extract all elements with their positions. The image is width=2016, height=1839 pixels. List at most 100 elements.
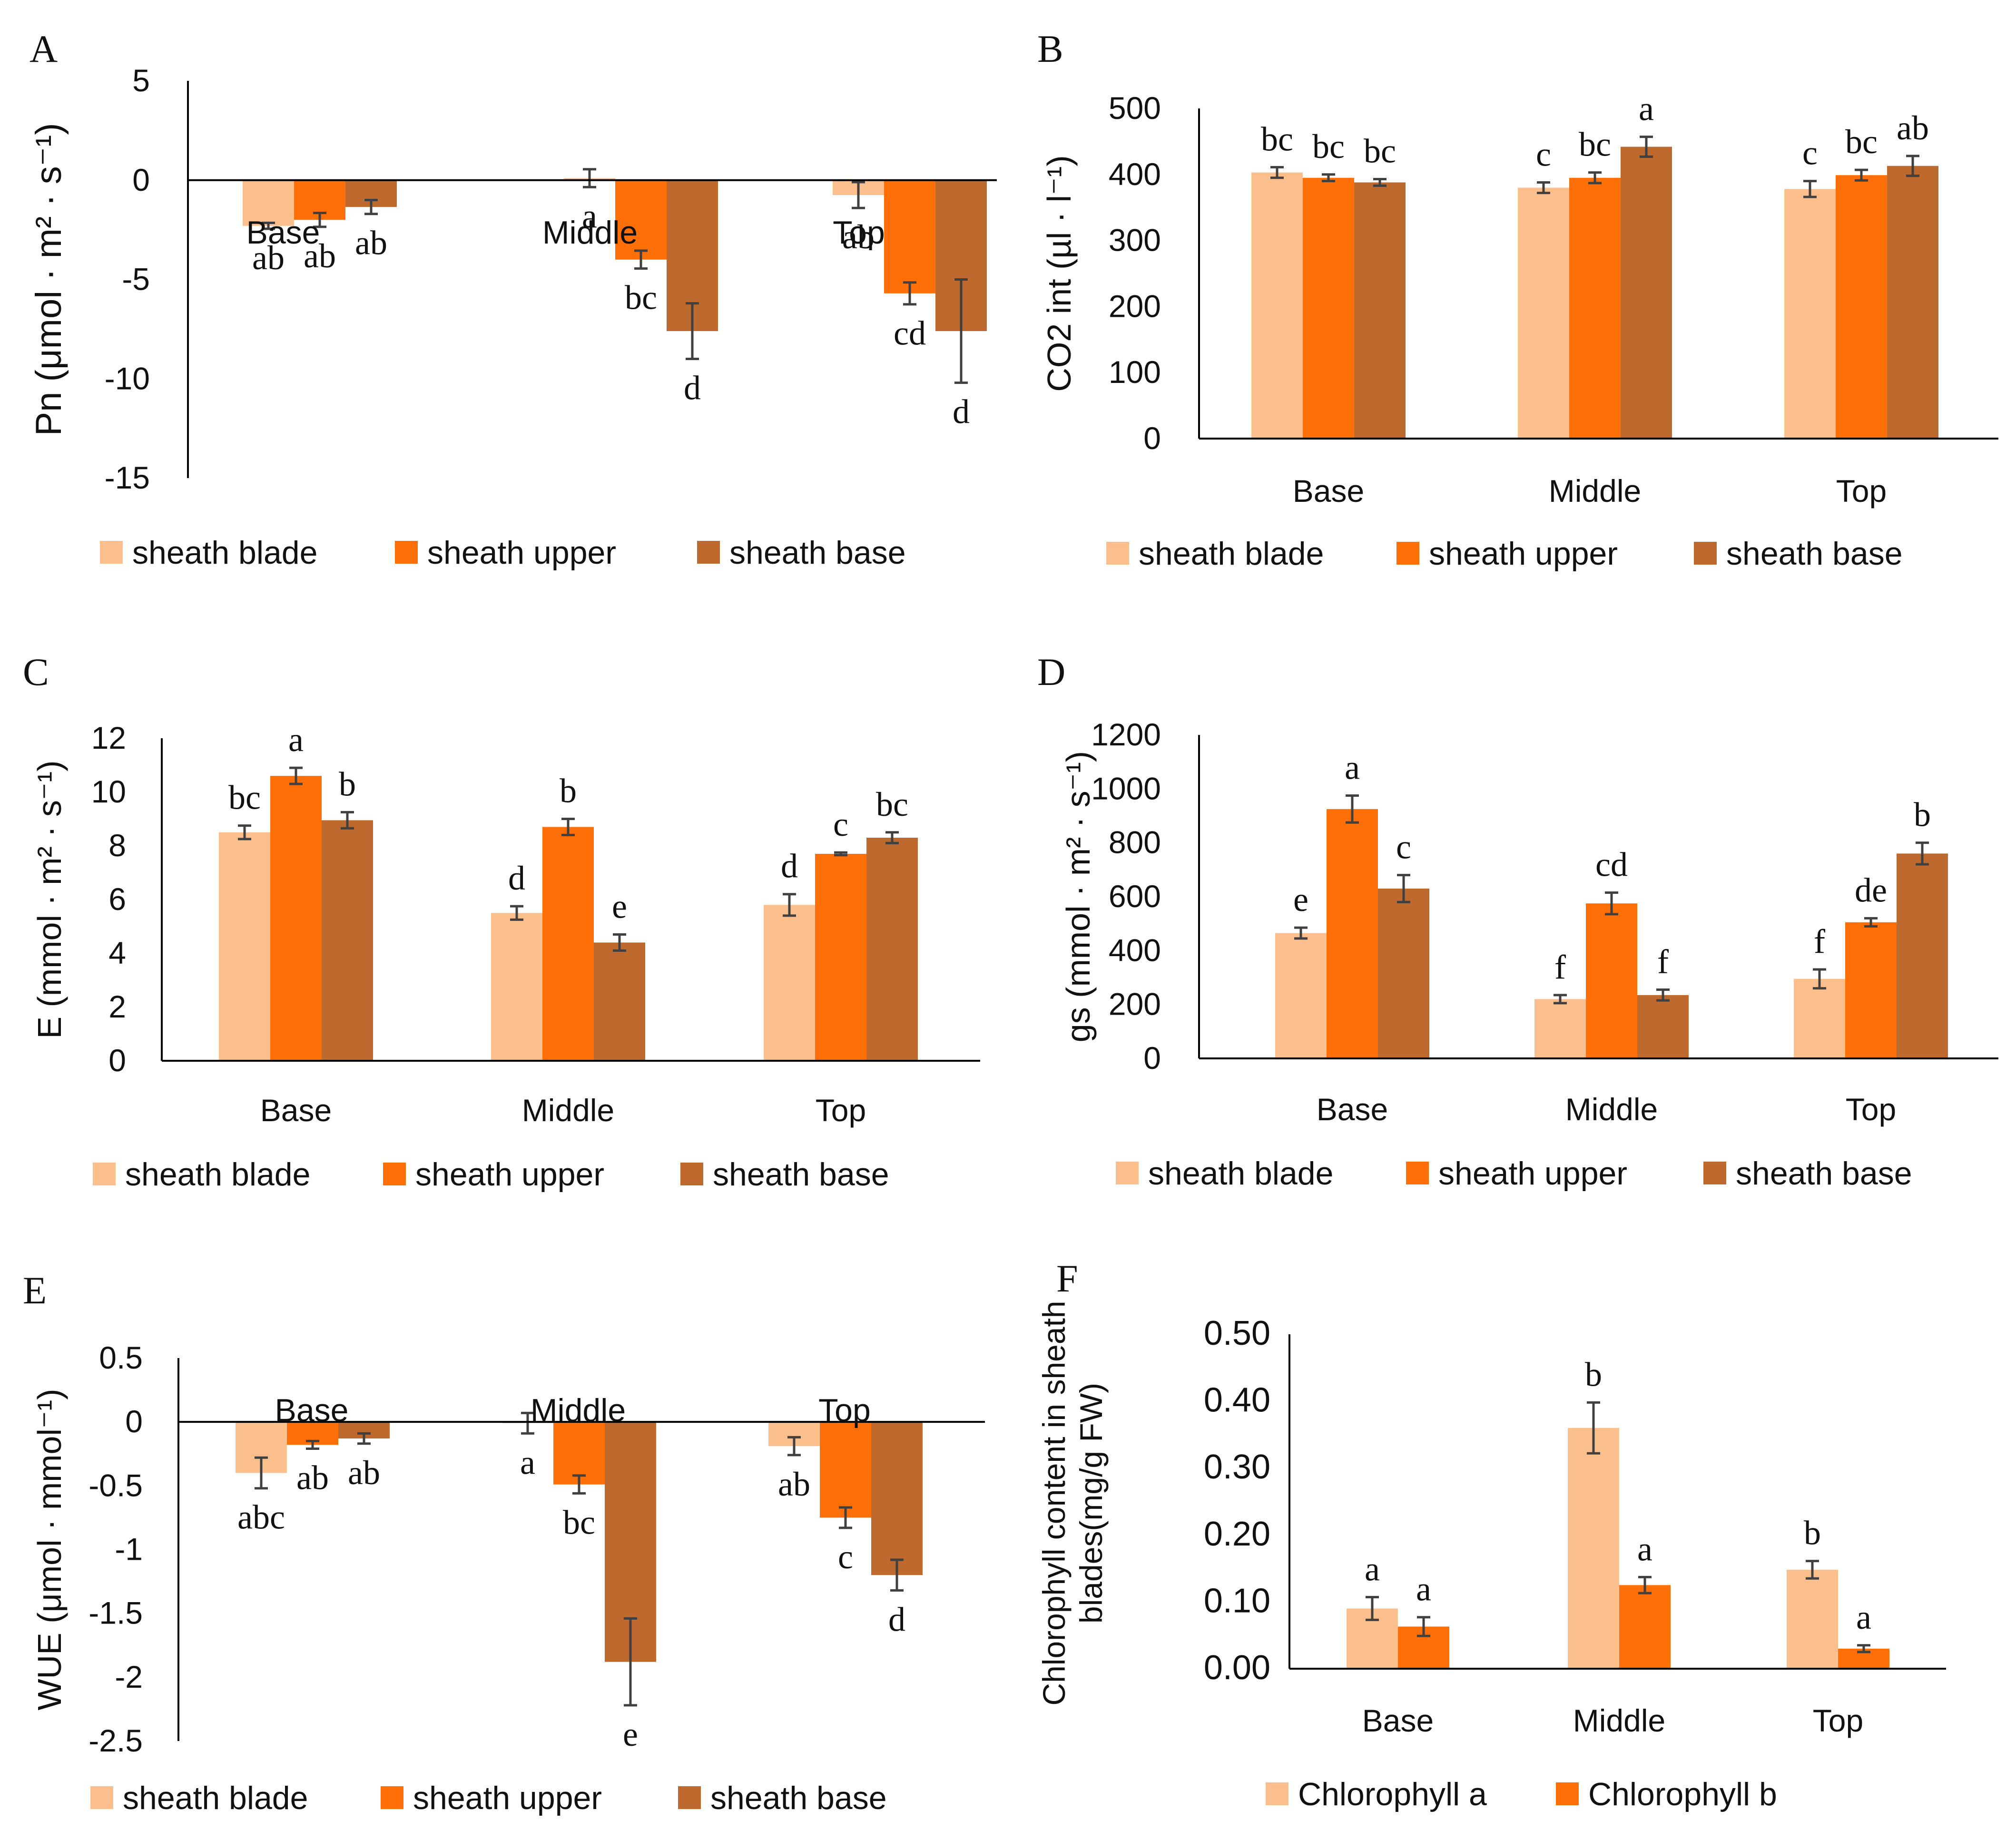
legend-swatch bbox=[680, 1163, 703, 1185]
bar bbox=[1378, 889, 1429, 1058]
legend-swatch bbox=[383, 1163, 406, 1185]
y-axis-label: gs (mmol · m² · s⁻¹) bbox=[1060, 751, 1097, 1042]
significance-letter: bc bbox=[1845, 123, 1878, 161]
significance-letter: a bbox=[1345, 749, 1360, 787]
y-tick-label: -15 bbox=[105, 460, 150, 495]
significance-letter: d bbox=[684, 369, 701, 407]
significance-letter: f bbox=[1657, 943, 1669, 981]
significance-letter: d bbox=[953, 393, 970, 431]
bar bbox=[615, 180, 667, 260]
legend-swatch bbox=[381, 1786, 403, 1809]
bar bbox=[1569, 177, 1621, 439]
y-tick-label: 200 bbox=[1109, 288, 1161, 323]
legend-label: sheath base bbox=[1726, 536, 1903, 572]
y-tick-label: 4 bbox=[108, 935, 126, 970]
significance-letter: cd bbox=[1595, 846, 1628, 884]
y-tick-label: -0.5 bbox=[89, 1467, 143, 1503]
y-axis-label: CO2 int (µl · l⁻¹) bbox=[1041, 155, 1078, 391]
panel-label-d: D bbox=[1037, 650, 1065, 694]
y-tick-label: 200 bbox=[1109, 987, 1161, 1022]
significance-letter: ab bbox=[348, 1454, 380, 1492]
y-axis-label: E (mmol · m² · s⁻¹) bbox=[31, 760, 68, 1038]
significance-letter: a bbox=[1639, 90, 1654, 128]
significance-letter: ab bbox=[355, 224, 387, 262]
legend-swatch bbox=[1116, 1162, 1139, 1184]
y-tick-label: 1000 bbox=[1091, 771, 1161, 806]
significance-letter: b bbox=[1585, 1355, 1602, 1393]
bar bbox=[1354, 182, 1406, 439]
y-tick-label: 5 bbox=[132, 63, 150, 98]
y-tick-label: 10 bbox=[91, 774, 126, 809]
panel-label-a: A bbox=[30, 27, 58, 70]
significance-letter: ab bbox=[252, 239, 285, 277]
legend-label: sheath upper bbox=[413, 1780, 602, 1816]
legend-swatch bbox=[395, 541, 418, 564]
significance-letter: c bbox=[833, 805, 848, 843]
category-label: Base bbox=[260, 1093, 332, 1128]
significance-letter: a bbox=[582, 197, 597, 235]
significance-letter: c bbox=[1802, 134, 1818, 172]
category-label: Middle bbox=[1565, 1092, 1658, 1127]
y-tick-label: 0.20 bbox=[1204, 1515, 1270, 1553]
panel-label-f: F bbox=[1056, 1257, 1078, 1300]
bar bbox=[820, 1422, 871, 1518]
significance-letter: a bbox=[520, 1443, 535, 1481]
category-label: Middle bbox=[531, 1392, 626, 1428]
bar bbox=[884, 180, 935, 293]
bar bbox=[1518, 187, 1569, 439]
category-label: Base bbox=[275, 1392, 349, 1428]
significance-letter: c bbox=[838, 1538, 853, 1576]
bar bbox=[764, 905, 815, 1061]
bar bbox=[1784, 189, 1836, 439]
bar bbox=[1568, 1428, 1619, 1669]
bar bbox=[1619, 1585, 1671, 1669]
significance-letter: ab bbox=[1897, 109, 1929, 147]
panel-d: 1200 1000 800 600 400 200 0 gs (mmol · m² · s⁻¹… bbox=[1060, 717, 1998, 1192]
legend-label: sheath base bbox=[710, 1780, 887, 1816]
legend-swatch bbox=[93, 1163, 116, 1185]
y-tick-label: -2 bbox=[115, 1659, 143, 1694]
significance-letter: bc bbox=[1312, 127, 1345, 166]
y-tick-label: 0 bbox=[108, 1043, 126, 1078]
y-tick-label: 500 bbox=[1109, 90, 1161, 126]
y-tick-label: 800 bbox=[1109, 825, 1161, 860]
bar bbox=[1836, 175, 1887, 439]
legend-swatch bbox=[1406, 1162, 1429, 1184]
y-tick-label: -1 bbox=[115, 1532, 143, 1567]
y-tick-label: 0.10 bbox=[1204, 1582, 1270, 1620]
significance-letter: abc bbox=[237, 1498, 285, 1536]
category-label: Middle bbox=[542, 215, 638, 251]
significance-letter: b bbox=[1914, 796, 1931, 834]
category-label: Top bbox=[816, 1093, 866, 1128]
legend-swatch bbox=[90, 1786, 113, 1809]
bar bbox=[1794, 978, 1845, 1058]
y-tick-label: -1.5 bbox=[89, 1595, 143, 1631]
legend-label: sheath blade bbox=[125, 1156, 310, 1193]
legend-swatch bbox=[1556, 1782, 1579, 1805]
y-tick-label: 0 bbox=[132, 162, 150, 197]
y-tick-label: 12 bbox=[91, 720, 126, 755]
panel-label-c: C bbox=[23, 650, 49, 694]
significance-letter: c bbox=[1396, 828, 1411, 866]
category-label: Middle bbox=[1573, 1703, 1665, 1738]
bar bbox=[1586, 903, 1637, 1058]
y-tick-label: 0.40 bbox=[1204, 1381, 1270, 1419]
significance-letter: bc bbox=[625, 279, 657, 317]
panel-label-e: E bbox=[23, 1269, 47, 1312]
significance-letter: ab bbox=[842, 218, 875, 256]
significance-letter: d bbox=[508, 859, 525, 897]
y-axis-label: Chlorophyll content in sheathblades(mg/g… bbox=[1036, 1301, 1109, 1705]
bar bbox=[1275, 933, 1327, 1058]
legend-swatch bbox=[697, 541, 720, 564]
significance-letter: e bbox=[623, 1715, 638, 1753]
bar bbox=[1303, 177, 1354, 439]
category-label: Top bbox=[818, 1392, 871, 1428]
significance-letter: d bbox=[888, 1600, 905, 1638]
y-tick-label: 8 bbox=[108, 828, 126, 863]
category-label: Base bbox=[246, 215, 320, 251]
y-tick-label: 100 bbox=[1109, 354, 1161, 390]
bar bbox=[542, 827, 594, 1061]
category-label: Top bbox=[833, 215, 885, 251]
